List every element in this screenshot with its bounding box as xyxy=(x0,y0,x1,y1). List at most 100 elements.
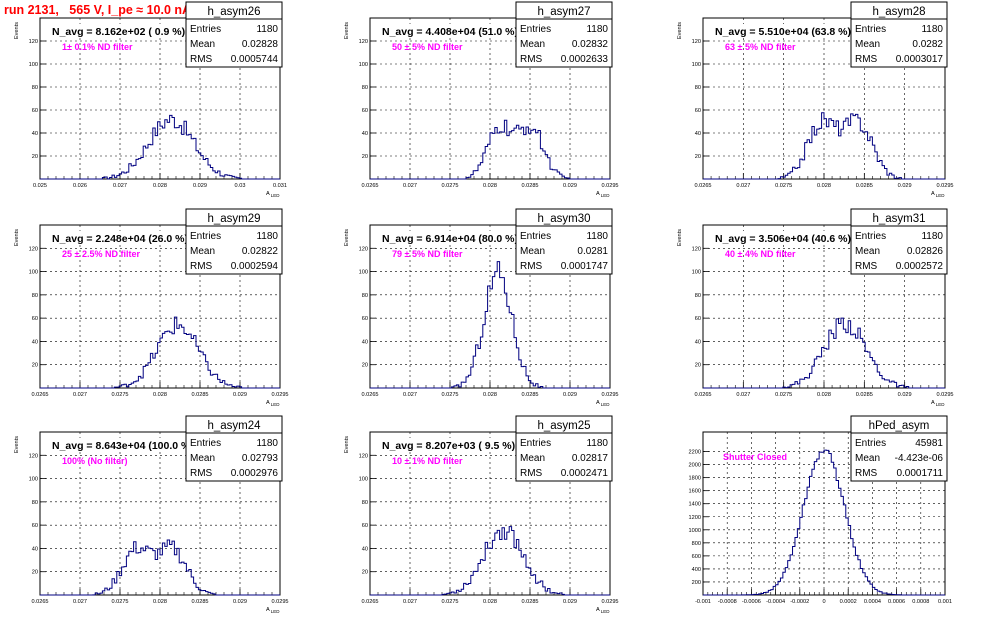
histogram-panel-h_asym29: 0.0265 0.027 0.0275 0.028 0.0285 0.029 0.0295 2… xyxy=(14,208,289,407)
stats-label: Entries xyxy=(190,438,221,449)
histogram-line xyxy=(40,114,280,180)
x-tick-label: 0.0275 xyxy=(111,392,128,398)
x-tick-label: 0.028 xyxy=(817,183,831,189)
x-tick-label: 0.029 xyxy=(193,183,207,189)
x-tick-label: 0.0004 xyxy=(864,599,881,605)
x-tick-label: 0.027 xyxy=(403,392,417,398)
x-tick-label: 0.0265 xyxy=(31,392,48,398)
stats-value: 0.0003017 xyxy=(896,54,944,65)
stats-value: 0.0282 xyxy=(912,39,943,50)
y-tick-label: 80 xyxy=(362,85,368,91)
x-tick-label: 0.0275 xyxy=(441,183,458,189)
x-tick-label: 0.0275 xyxy=(441,599,458,605)
stats-label: Entries xyxy=(855,231,886,242)
y-tick-label: 80 xyxy=(362,500,368,506)
x-axis-label: ALED xyxy=(596,191,610,198)
stats-label: Entries xyxy=(855,438,886,449)
stats-value: 0.02832 xyxy=(572,39,609,50)
y-tick-label: 80 xyxy=(32,500,38,506)
y-tick-label: 100 xyxy=(692,270,701,276)
y-tick-label: 100 xyxy=(29,270,38,276)
y-tick-label: 20 xyxy=(362,363,368,369)
n-avg-label: N_avg = 8.162e+02 ( 0.9 %) xyxy=(52,26,185,38)
histogram-panel-hPed_asym: -0.001 -0.0008 -0.0006 -0.0004 -0.0002 0 0.000… xyxy=(689,415,952,605)
stats-value: 0.0281 xyxy=(577,246,608,257)
y-tick-label: 800 xyxy=(692,541,701,547)
stats-histogram-name: h_asym30 xyxy=(537,213,590,225)
stats-label: RMS xyxy=(520,468,543,479)
stats-value: 0.0002633 xyxy=(561,54,609,65)
y-axis-label: Events xyxy=(14,436,20,453)
stats-histogram-name: h_asym25 xyxy=(537,420,590,432)
y-tick-label: 40 xyxy=(32,131,38,137)
y-tick-label: 120 xyxy=(29,453,38,459)
stats-label: Entries xyxy=(520,24,551,35)
stats-value: 0.0005744 xyxy=(231,54,279,65)
x-tick-label: 0.027 xyxy=(73,599,87,605)
x-axis-label: ALED xyxy=(596,607,610,614)
x-tick-label: -0.0002 xyxy=(790,599,809,605)
x-tick-label: 0.0295 xyxy=(601,599,618,605)
stats-histogram-name: h_asym28 xyxy=(872,6,925,18)
y-tick-label: 60 xyxy=(362,523,368,529)
x-tick-label: 0.029 xyxy=(233,599,247,605)
y-tick-label: 2000 xyxy=(689,463,701,469)
stats-label: RMS xyxy=(855,261,878,272)
stats-label: RMS xyxy=(190,468,213,479)
stats-value: 0.0002572 xyxy=(896,261,944,272)
filter-label: 63 ± 5% ND filter xyxy=(725,42,796,52)
y-tick-label: 20 xyxy=(362,570,368,576)
x-tick-label: 0.0285 xyxy=(856,183,873,189)
y-tick-label: 40 xyxy=(32,546,38,552)
stats-value: 0.0001747 xyxy=(561,261,609,272)
x-tick-label: 0.0008 xyxy=(912,599,929,605)
y-tick-label: 100 xyxy=(359,270,368,276)
stats-value: 1180 xyxy=(921,24,943,35)
y-tick-label: 40 xyxy=(362,339,368,345)
x-axis-label: ALED xyxy=(266,607,280,614)
y-tick-label: 1400 xyxy=(689,502,701,508)
x-tick-label: 0.0295 xyxy=(601,183,618,189)
y-tick-label: 1000 xyxy=(689,528,701,534)
stats-label: RMS xyxy=(190,54,213,65)
filter-label: 1± 0.1% ND filter xyxy=(62,42,133,52)
stats-label: Mean xyxy=(520,39,545,50)
y-tick-label: 100 xyxy=(29,62,38,68)
y-axis-label: Events xyxy=(344,436,350,453)
x-tick-label: 0.0285 xyxy=(521,392,538,398)
y-tick-label: 60 xyxy=(32,523,38,529)
x-tick-label: -0.0006 xyxy=(742,599,761,605)
x-tick-label: 0.029 xyxy=(563,599,577,605)
filter-label: 40 ± 4% ND filter xyxy=(725,249,796,259)
x-tick-label: 0.0295 xyxy=(936,183,953,189)
filter-label: Shutter Closed xyxy=(723,452,787,462)
stats-box xyxy=(185,225,283,275)
n-avg-label: N_avg = 5.510e+04 (63.8 %) xyxy=(715,26,851,38)
stats-label: RMS xyxy=(855,54,878,65)
y-axis-label: Events xyxy=(344,229,350,246)
stats-value: 1180 xyxy=(586,438,608,449)
x-tick-label: 0.031 xyxy=(273,183,287,189)
y-tick-label: 1600 xyxy=(689,489,701,495)
n-avg-label: N_avg = 4.408e+04 (51.0 %) xyxy=(382,26,518,38)
histogram-line xyxy=(703,112,945,180)
y-tick-label: 100 xyxy=(29,477,38,483)
x-tick-label: 0.0265 xyxy=(694,392,711,398)
histogram-panel-h_asym26: 0.025 0.026 0.027 0.028 0.029 0.03 0.031 20 40 60… xyxy=(14,1,287,198)
x-tick-label: 0.028 xyxy=(817,392,831,398)
stats-value: 0.0002594 xyxy=(231,261,279,272)
x-tick-label: 0.0285 xyxy=(191,392,208,398)
y-tick-label: 40 xyxy=(362,546,368,552)
x-tick-label: 0.0265 xyxy=(361,183,378,189)
stats-histogram-name: h_asym26 xyxy=(207,6,260,18)
x-tick-label: 0.0265 xyxy=(361,599,378,605)
y-tick-label: 20 xyxy=(32,154,38,160)
x-tick-label: 0.027 xyxy=(403,183,417,189)
x-tick-label: 0.0295 xyxy=(271,599,288,605)
n-avg-label: N_avg = 6.914e+04 (80.0 %) xyxy=(382,233,518,245)
y-tick-label: 60 xyxy=(32,316,38,322)
y-tick-label: 2200 xyxy=(689,450,701,456)
filter-label: 79 ± 5% ND filter xyxy=(392,249,463,259)
x-tick-label: 0.029 xyxy=(233,392,247,398)
y-axis-label: Events xyxy=(677,22,683,39)
